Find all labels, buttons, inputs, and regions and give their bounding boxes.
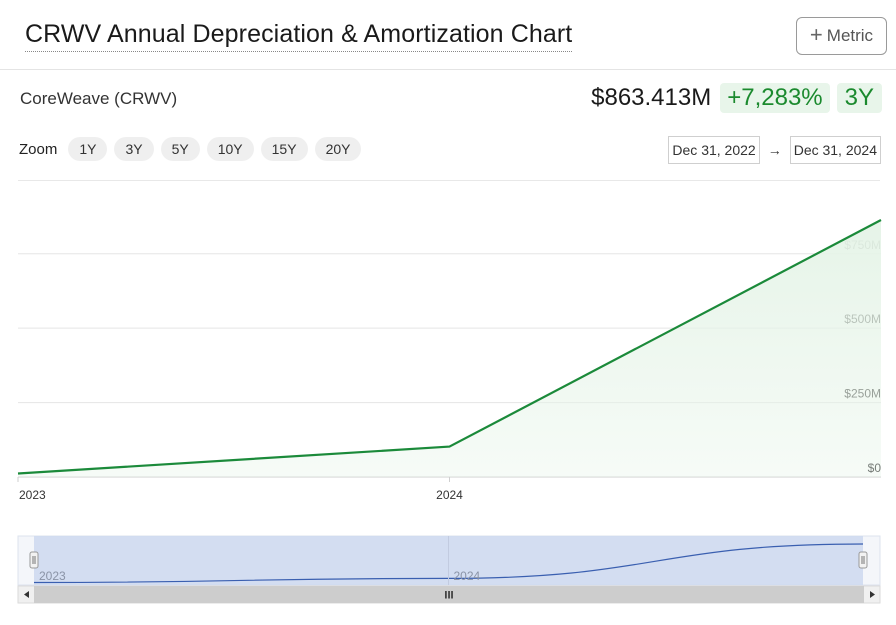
zoom-label: Zoom (19, 140, 58, 158)
area-fill (18, 220, 881, 477)
zoom-15y-button[interactable]: 15Y (260, 137, 308, 161)
company-name: CoreWeave (CRWV) (20, 89, 178, 108)
zoom-3y-button[interactable]: 3Y (114, 137, 154, 161)
range-arrow-icon: → (767, 142, 782, 158)
navigator-label: 2023 (39, 569, 66, 583)
series-line (17, 219, 882, 475)
navigator-label: 2024 (454, 569, 481, 583)
end-date-input[interactable]: Dec 31, 2024 (789, 136, 881, 164)
headline-stats: $863.413M +7,283% 3Y (591, 83, 882, 113)
add-metric-label: Metric (826, 26, 874, 45)
latest-value: $863.413M (591, 84, 712, 111)
scroll-right-icon[interactable] (870, 591, 875, 598)
period-badge: 3Y (836, 83, 882, 113)
add-metric-button[interactable]: + Metric (796, 17, 887, 55)
chart-header: CRWV Annual Depreciation & Amortization … (0, 0, 896, 70)
navigator-handle[interactable] (858, 551, 868, 569)
main-chart[interactable]: $0$250M$500M$750M20232024 (0, 180, 896, 510)
divider (18, 180, 880, 181)
start-date-input[interactable]: Dec 31, 2022 (668, 136, 760, 164)
zoom-20y-button[interactable]: 20Y (314, 137, 362, 161)
scrollbar-thumb[interactable] (34, 586, 864, 603)
plus-icon: + (809, 22, 823, 47)
zoom-5y-button[interactable]: 5Y (160, 137, 200, 161)
x-tick-label: 2023 (19, 488, 46, 502)
scrollbar-grip-icon: III (444, 590, 453, 602)
zoom-10y-button[interactable]: 10Y (206, 137, 254, 161)
date-range: Dec 31, 2022 → Dec 31, 2024 (668, 136, 881, 164)
page-title[interactable]: CRWV Annual Depreciation & Amortization … (25, 20, 573, 52)
x-tick-label: 2024 (436, 488, 463, 502)
zoom-controls: Zoom 1Y 3Y 5Y 10Y 15Y 20Y (19, 137, 362, 161)
scroll-left-icon[interactable] (24, 591, 29, 598)
change-badge: +7,283% (720, 83, 830, 113)
navigator-handle[interactable] (29, 551, 39, 569)
zoom-1y-button[interactable]: 1Y (68, 137, 108, 161)
